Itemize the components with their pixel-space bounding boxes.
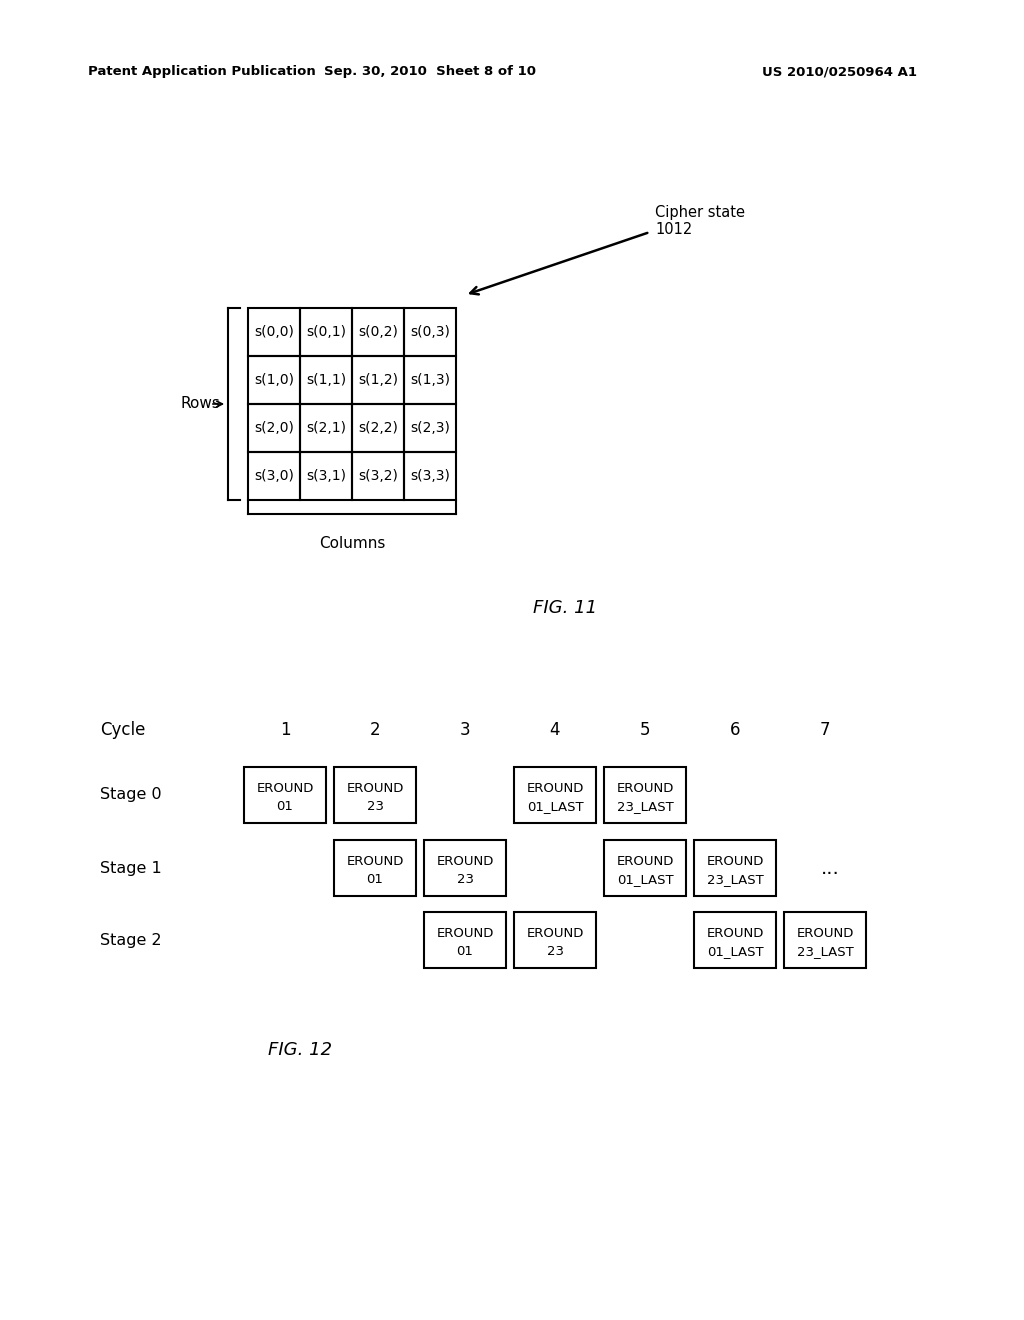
- Text: s(1,2): s(1,2): [358, 374, 398, 387]
- Text: 1012: 1012: [655, 223, 692, 238]
- Text: 01_LAST: 01_LAST: [526, 800, 584, 813]
- Bar: [352, 404, 404, 451]
- Text: 1: 1: [280, 721, 291, 739]
- Bar: [244, 767, 326, 822]
- Text: s(1,3): s(1,3): [410, 374, 450, 387]
- Text: 01: 01: [457, 945, 473, 958]
- Bar: [604, 840, 686, 896]
- Text: 2: 2: [370, 721, 380, 739]
- Text: 01: 01: [367, 873, 383, 886]
- Bar: [248, 404, 300, 451]
- Text: Patent Application Publication: Patent Application Publication: [88, 66, 315, 78]
- Bar: [404, 404, 456, 451]
- Text: EROUND: EROUND: [256, 781, 313, 795]
- Text: Rows: Rows: [180, 396, 220, 412]
- Text: 01: 01: [276, 800, 294, 813]
- Text: 4: 4: [550, 721, 560, 739]
- Bar: [300, 404, 352, 451]
- Text: EROUND: EROUND: [797, 927, 854, 940]
- Bar: [352, 308, 404, 356]
- Bar: [248, 451, 300, 500]
- Bar: [694, 840, 776, 896]
- Text: s(3,0): s(3,0): [254, 469, 294, 483]
- Text: s(0,0): s(0,0): [254, 325, 294, 339]
- Text: 3: 3: [460, 721, 470, 739]
- Text: s(3,2): s(3,2): [358, 469, 398, 483]
- Text: EROUND: EROUND: [346, 855, 403, 867]
- Bar: [404, 356, 456, 404]
- Text: EROUND: EROUND: [526, 927, 584, 940]
- Text: FIG. 11: FIG. 11: [532, 599, 597, 616]
- Text: s(2,1): s(2,1): [306, 421, 346, 436]
- Text: s(2,0): s(2,0): [254, 421, 294, 436]
- Text: Sep. 30, 2010  Sheet 8 of 10: Sep. 30, 2010 Sheet 8 of 10: [324, 66, 536, 78]
- Text: EROUND: EROUND: [526, 781, 584, 795]
- Bar: [248, 356, 300, 404]
- Text: s(0,1): s(0,1): [306, 325, 346, 339]
- Text: 01_LAST: 01_LAST: [707, 945, 763, 958]
- Bar: [300, 356, 352, 404]
- Text: Cycle: Cycle: [100, 721, 145, 739]
- Text: 7: 7: [820, 721, 830, 739]
- Text: EROUND: EROUND: [436, 855, 494, 867]
- Text: s(2,3): s(2,3): [410, 421, 450, 436]
- Bar: [604, 767, 686, 822]
- Bar: [248, 308, 300, 356]
- Text: EROUND: EROUND: [707, 927, 764, 940]
- Bar: [424, 912, 506, 968]
- Text: 01_LAST: 01_LAST: [616, 873, 674, 886]
- Bar: [334, 840, 416, 896]
- Bar: [424, 840, 506, 896]
- Text: 23: 23: [457, 873, 473, 886]
- Bar: [514, 767, 596, 822]
- Text: 23_LAST: 23_LAST: [616, 800, 674, 813]
- Bar: [694, 912, 776, 968]
- Text: s(3,1): s(3,1): [306, 469, 346, 483]
- Text: 23_LAST: 23_LAST: [797, 945, 853, 958]
- Text: ...: ...: [820, 858, 840, 878]
- Text: s(0,2): s(0,2): [358, 325, 398, 339]
- Text: s(2,2): s(2,2): [358, 421, 398, 436]
- Text: FIG. 12: FIG. 12: [268, 1041, 332, 1059]
- Bar: [300, 308, 352, 356]
- Bar: [300, 451, 352, 500]
- Text: s(3,3): s(3,3): [410, 469, 450, 483]
- Text: EROUND: EROUND: [707, 855, 764, 867]
- Text: 23_LAST: 23_LAST: [707, 873, 763, 886]
- Text: EROUND: EROUND: [346, 781, 403, 795]
- Text: 23: 23: [547, 945, 563, 958]
- Bar: [334, 767, 416, 822]
- Bar: [514, 912, 596, 968]
- Text: Stage 1: Stage 1: [100, 861, 162, 875]
- Text: s(1,0): s(1,0): [254, 374, 294, 387]
- Bar: [352, 356, 404, 404]
- Bar: [404, 308, 456, 356]
- Text: Stage 0: Stage 0: [100, 788, 162, 803]
- Text: EROUND: EROUND: [616, 781, 674, 795]
- Text: US 2010/0250964 A1: US 2010/0250964 A1: [762, 66, 918, 78]
- Text: EROUND: EROUND: [616, 855, 674, 867]
- Text: Cipher state: Cipher state: [655, 205, 745, 219]
- Text: EROUND: EROUND: [436, 927, 494, 940]
- Text: 23: 23: [367, 800, 384, 813]
- Text: Stage 2: Stage 2: [100, 932, 162, 948]
- Text: Columns: Columns: [318, 536, 385, 550]
- Text: s(0,3): s(0,3): [410, 325, 450, 339]
- Text: 5: 5: [640, 721, 650, 739]
- Bar: [352, 451, 404, 500]
- Text: 6: 6: [730, 721, 740, 739]
- Bar: [784, 912, 866, 968]
- Text: s(1,1): s(1,1): [306, 374, 346, 387]
- Bar: [404, 451, 456, 500]
